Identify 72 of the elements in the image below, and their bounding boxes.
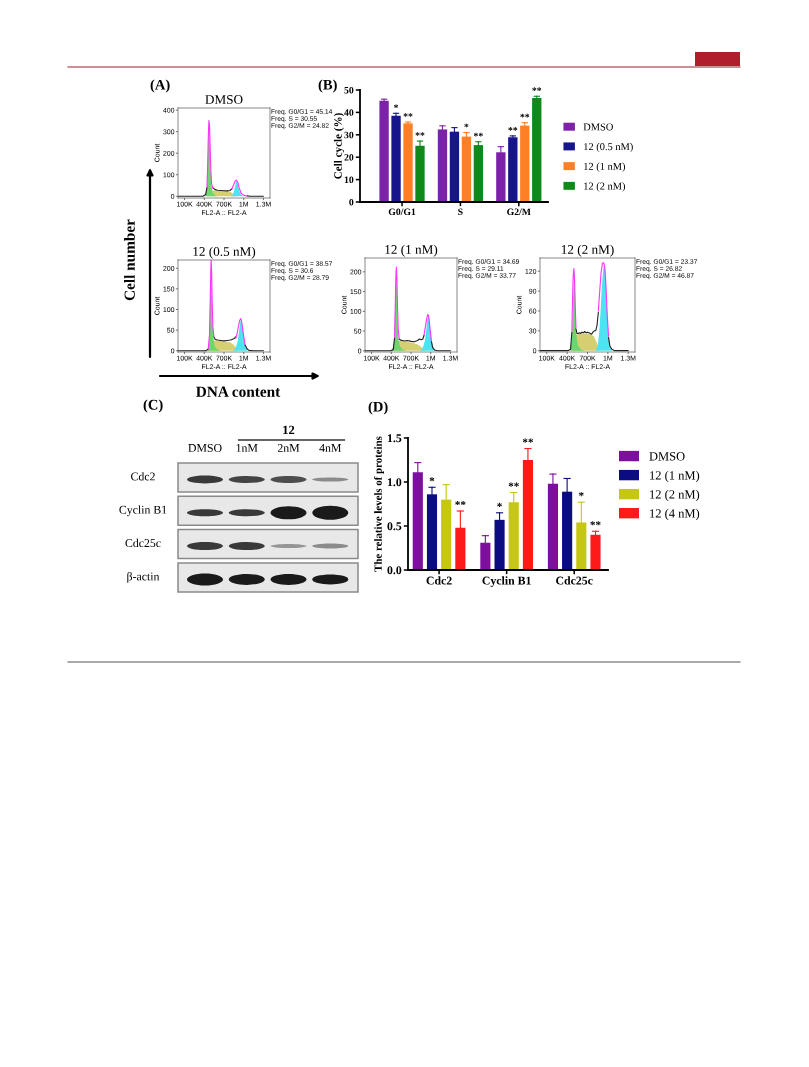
y-tick-label: 40 xyxy=(344,109,354,116)
y-tick-label: 0 xyxy=(349,198,354,206)
text: (C) xyxy=(143,399,163,413)
legend-label: 12 (1 nM) xyxy=(584,162,626,172)
legend-label: 12 (2 nM) xyxy=(650,489,700,502)
bar xyxy=(437,129,448,202)
x-tick-label: G0/G1 xyxy=(388,208,416,216)
bar xyxy=(415,145,425,202)
y-tick-label: 0.5 xyxy=(387,522,402,531)
text: DNA content xyxy=(196,386,281,397)
bar xyxy=(590,534,601,570)
text: 12 xyxy=(283,425,295,435)
legend-label: DMSO xyxy=(583,123,613,131)
legend-label: 12 (2 nM) xyxy=(584,182,626,192)
data-label: ** xyxy=(508,482,519,487)
bar xyxy=(508,137,518,202)
legend-label: 12 (1 nM) xyxy=(650,470,700,483)
x-tick-label: Cdc2 xyxy=(426,576,452,585)
x-tick-label: S xyxy=(458,208,463,216)
chart-title: 12 (0.5 nM) xyxy=(193,246,256,259)
y-axis-title: The relative levels of proteins xyxy=(374,436,384,572)
data-label: ** xyxy=(590,521,601,526)
category-label: Cyclin B1 xyxy=(119,505,167,517)
chart-title: DMSO xyxy=(205,95,243,104)
data-label: ** xyxy=(508,127,518,131)
x-tick-label: Cdc25c xyxy=(556,576,593,585)
y-tick-label: 50 xyxy=(344,86,354,94)
y-tick-label: 30 xyxy=(344,131,354,139)
y-tick-label: 1.5 xyxy=(387,434,402,443)
x-tick-label: Cyclin B1 xyxy=(482,576,531,587)
bar xyxy=(461,136,472,202)
data-label: * xyxy=(394,104,399,109)
bar xyxy=(532,98,542,202)
legend-label: DMSO xyxy=(649,452,685,461)
category-label: Cdc2 xyxy=(131,472,155,481)
x-tick-label: G2/M xyxy=(507,208,531,216)
data-label: * xyxy=(429,477,435,482)
chart-title: (B) xyxy=(318,79,337,93)
y-tick-label: 0.0 xyxy=(387,566,402,575)
text: (A) xyxy=(150,79,170,93)
category-label: DMSO xyxy=(188,444,222,452)
bar xyxy=(403,123,413,202)
chart-title: 12 (2 nM) xyxy=(561,244,614,257)
bar xyxy=(520,125,530,202)
data-label: ** xyxy=(455,500,466,506)
y-tick-label: 20 xyxy=(344,154,354,161)
data-label: ** xyxy=(522,438,534,443)
data-label: ** xyxy=(520,113,530,118)
data-label: * xyxy=(497,502,502,507)
data-label: ** xyxy=(532,87,542,92)
category-label: Cdc25c xyxy=(125,538,161,548)
bar xyxy=(391,115,401,202)
data-label: * xyxy=(578,492,584,497)
text: Cell number xyxy=(124,219,135,301)
data-label: ** xyxy=(415,132,425,136)
data-label: ** xyxy=(473,132,483,137)
category-label: 4nM xyxy=(319,444,342,452)
y-tick-label: 1.0 xyxy=(387,478,402,487)
bar xyxy=(473,145,484,202)
data-label: * xyxy=(464,123,469,128)
category-label: 1nM xyxy=(236,444,258,452)
legend-label: 12 (4 nM) xyxy=(650,508,700,521)
bar xyxy=(379,100,389,202)
bar xyxy=(449,131,460,202)
y-axis-title: Cell cycle (%) xyxy=(333,113,345,179)
chart-title: (D) xyxy=(368,401,388,415)
category-label: β-actin xyxy=(127,571,160,583)
category-label: 2nM xyxy=(277,444,300,452)
data-label: ** xyxy=(403,113,413,117)
chart-title: 12 (1 nM) xyxy=(385,244,438,257)
legend-label: 12 (0.5 nM) xyxy=(584,142,633,153)
y-tick-label: 10 xyxy=(344,176,354,184)
